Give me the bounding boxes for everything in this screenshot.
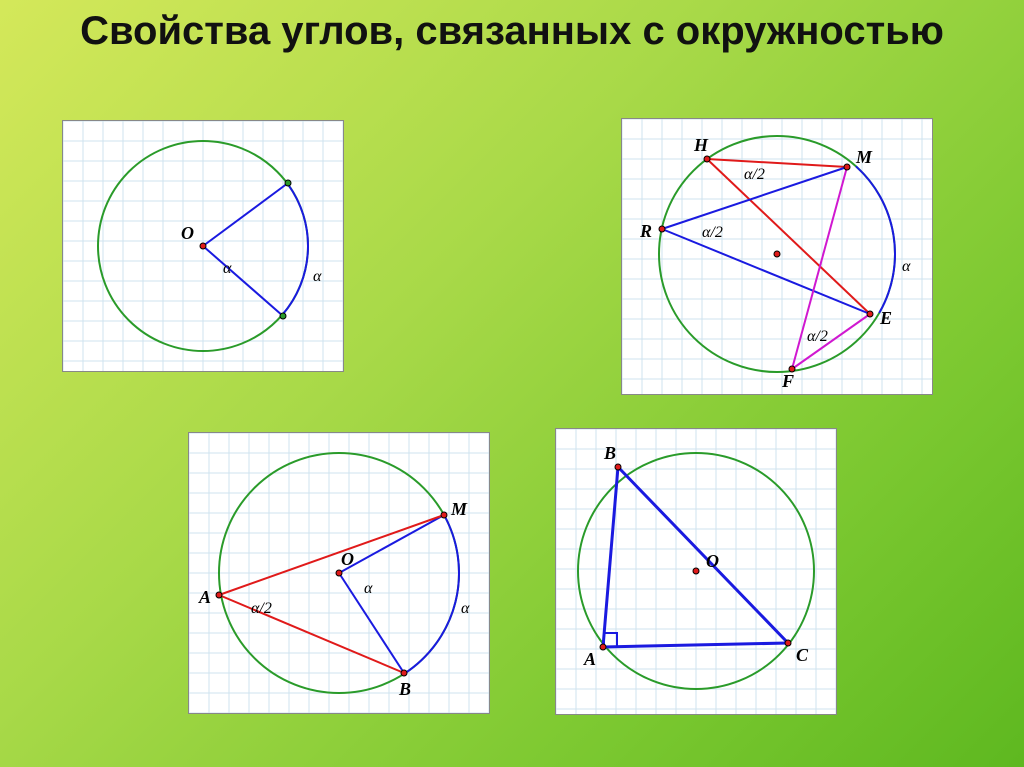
svg-text:F: F (781, 371, 794, 391)
svg-text:α: α (313, 268, 322, 285)
svg-text:α/2: α/2 (702, 224, 723, 241)
diagram-right-triangle-in-circle: O B A C (555, 428, 837, 715)
svg-text:B: B (398, 679, 411, 699)
svg-text:E: E (879, 308, 892, 328)
svg-text:C: C (796, 645, 809, 665)
svg-text:α: α (461, 600, 470, 617)
svg-text:O: O (341, 549, 354, 569)
svg-text:H: H (693, 135, 709, 155)
svg-text:M: M (855, 147, 873, 167)
svg-text:α/2: α/2 (251, 600, 272, 617)
slide: Свойства углов, связанных с окружностью … (0, 0, 1024, 767)
svg-text:A: A (583, 649, 596, 669)
svg-text:O: O (181, 223, 194, 243)
diagram-central-angle: Oα α (62, 120, 344, 372)
svg-text:α: α (902, 258, 911, 275)
slide-title: Свойства углов, связанных с окружностью (0, 8, 1024, 54)
diagram-central-vs-inscribed: O A M Bα/2 α α (188, 432, 490, 714)
svg-text:α/2: α/2 (744, 166, 765, 183)
svg-text:R: R (639, 221, 652, 241)
svg-text:α: α (364, 580, 373, 597)
diagram-inscribed-angles: H M R E Fα/2 α/2 α/2 α (621, 118, 933, 395)
svg-text:M: M (450, 499, 468, 519)
svg-text:O: O (706, 551, 719, 571)
svg-text:A: A (198, 587, 211, 607)
svg-text:α/2: α/2 (807, 328, 828, 345)
svg-text:B: B (603, 443, 616, 463)
svg-text:α: α (223, 260, 232, 277)
